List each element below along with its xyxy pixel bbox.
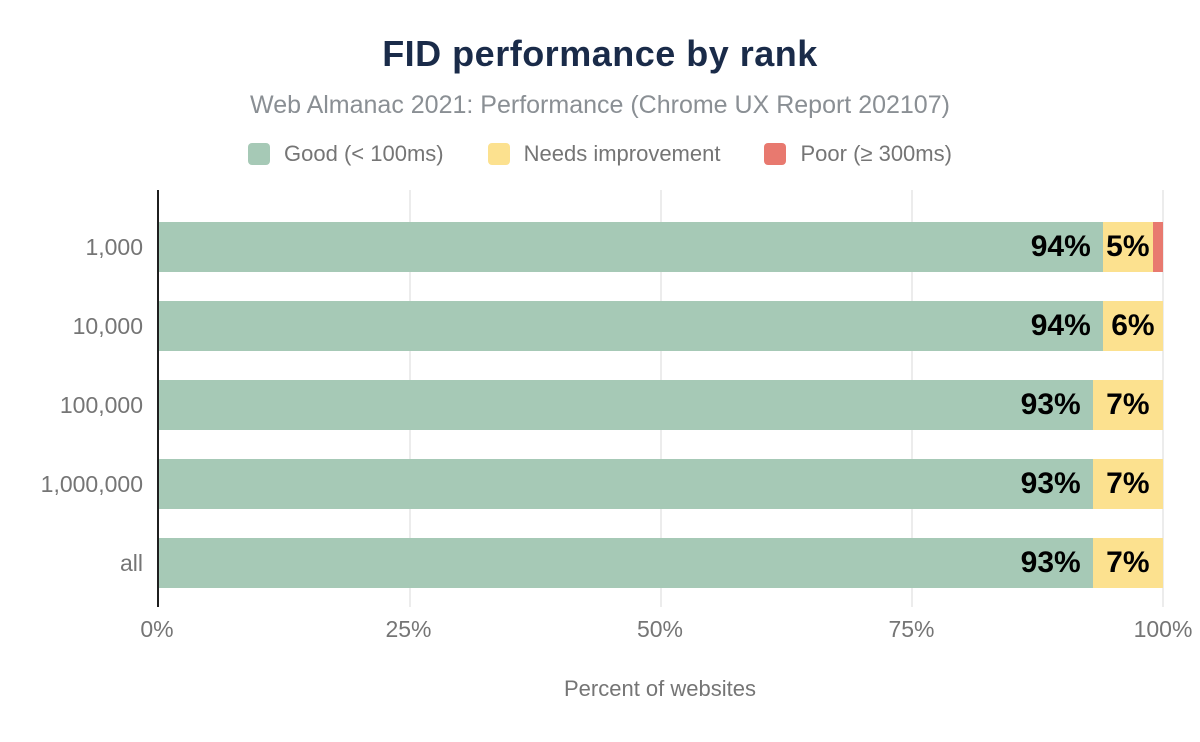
bar-row: 94% 5%: [159, 222, 1163, 272]
legend-item-good[interactable]: Good (< 100ms): [248, 141, 444, 167]
bar-row: 94% 6%: [159, 301, 1163, 351]
bar-segment-needs-improvement[interactable]: 7%: [1092, 459, 1163, 509]
x-axis-ticks: 0% 25% 50% 75% 100%: [140, 607, 1192, 643]
legend-label: Poor (≥ 300ms): [800, 141, 952, 166]
bar-row: 93% 7%: [159, 380, 1163, 430]
bar-value-label: 94%: [1030, 230, 1091, 263]
bar-segment-good[interactable]: 94%: [159, 301, 1103, 351]
chart-subtitle: Web Almanac 2021: Performance (Chrome UX…: [250, 91, 950, 119]
bar-value-label: 7%: [1106, 546, 1150, 579]
bars-container: 94% 5% 94% 6% 93% 7% 93% 7% 93% 7%: [159, 190, 1163, 607]
category-label: 100,000: [59, 392, 143, 418]
bar-segment-needs-improvement[interactable]: 6%: [1102, 301, 1163, 351]
category-label: 1,000,000: [40, 471, 143, 497]
category-label: 10,000: [72, 313, 143, 339]
plot-area: 94% 5% 94% 6% 93% 7% 93% 7% 93% 7%: [157, 190, 1164, 607]
legend-label: Needs improvement: [523, 141, 721, 166]
category-label: all: [119, 550, 143, 576]
x-tick-label: 75%: [888, 616, 935, 642]
x-tick-label: 25%: [385, 616, 432, 642]
chart-title: FID performance by rank: [382, 33, 818, 74]
x-tick-label: 100%: [1133, 616, 1193, 642]
bar-row: 93% 7%: [159, 538, 1163, 588]
legend: Good (< 100ms) Needs improvement Poor (≥ 3…: [0, 141, 1200, 167]
bar-value-label: 7%: [1106, 467, 1150, 500]
x-axis-title: Percent of websites: [564, 676, 756, 701]
y-axis-labels: 1,000 10,000 100,000 1,000,000 all: [0, 190, 157, 607]
bar-segment-needs-improvement[interactable]: 7%: [1092, 538, 1163, 588]
bar-value-label: 93%: [1020, 467, 1081, 500]
gridline: [1162, 190, 1164, 607]
bar-segment-good[interactable]: 93%: [159, 380, 1093, 430]
legend-item-needs-improvement[interactable]: Needs improvement: [487, 141, 721, 167]
bar-value-label: 6%: [1111, 309, 1155, 342]
x-tick-label: 0%: [140, 616, 174, 642]
legend-item-poor[interactable]: Poor (≥ 300ms): [764, 141, 952, 167]
bar-value-label: 94%: [1030, 309, 1091, 342]
bar-value-label: 5%: [1106, 230, 1150, 263]
bar-segment-good[interactable]: 93%: [159, 459, 1093, 509]
bar-segment-good[interactable]: 94%: [159, 222, 1103, 272]
legend-label: Good (< 100ms): [284, 141, 444, 166]
bar-segment-poor[interactable]: [1152, 222, 1163, 272]
plot-area-wrapper: 1,000 10,000 100,000 1,000,000 all 94% 5% 94% 6…: [0, 190, 1200, 607]
x-tick-label: 50%: [636, 616, 684, 642]
legend-swatch-good: [248, 143, 271, 165]
bar-value-label: 7%: [1106, 388, 1150, 421]
category-label: 1,000: [85, 234, 143, 260]
bar-value-label: 93%: [1020, 546, 1081, 579]
legend-swatch-needs-improvement: [487, 143, 510, 165]
legend-swatch-poor: [764, 143, 787, 165]
bar-segment-needs-improvement[interactable]: 5%: [1102, 222, 1153, 272]
bar-value-label: 93%: [1020, 388, 1081, 421]
bar-row: 93% 7%: [159, 459, 1163, 509]
bar-segment-needs-improvement[interactable]: 7%: [1092, 380, 1163, 430]
bar-segment-good[interactable]: 93%: [159, 538, 1093, 588]
